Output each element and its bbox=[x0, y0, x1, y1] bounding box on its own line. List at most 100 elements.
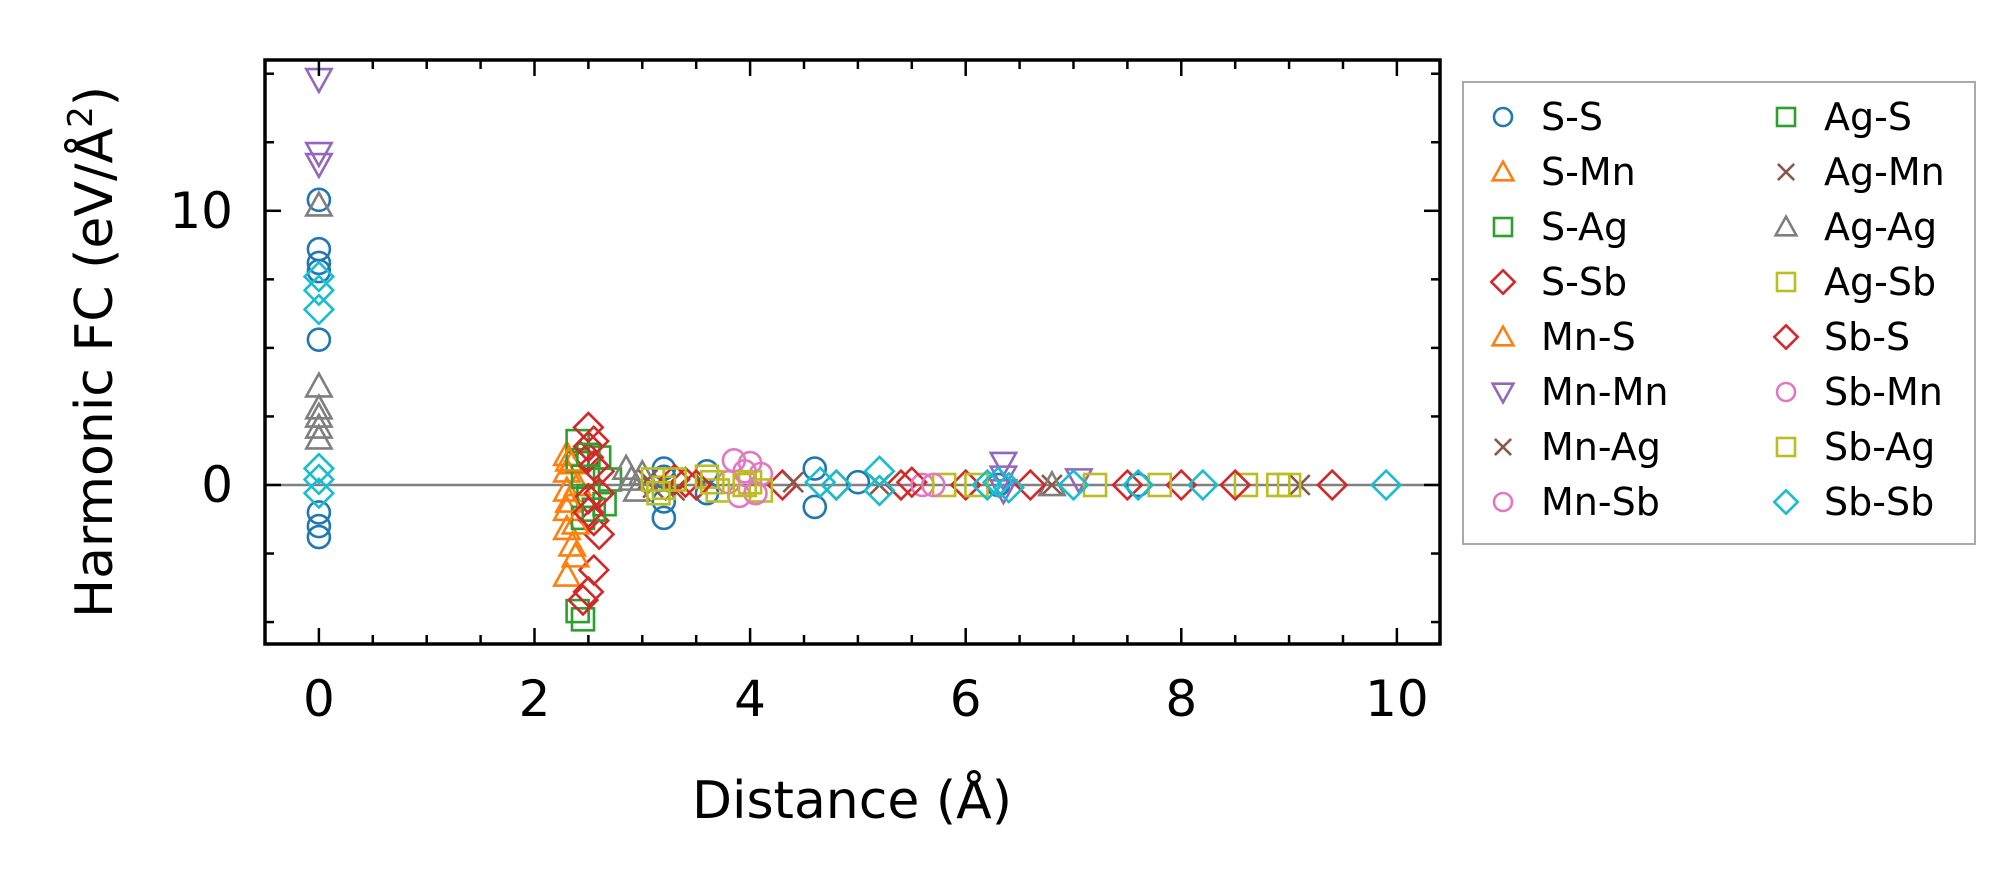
series-Mn-S bbox=[554, 444, 591, 568]
point-S-S-7 bbox=[306, 513, 332, 539]
point-Sb-Ag-5 bbox=[1147, 472, 1173, 498]
x-axis-label: Distance (Å) bbox=[692, 769, 1012, 831]
point-Sb-Ag-3 bbox=[732, 472, 758, 498]
point-Mn-S-0 bbox=[554, 444, 584, 472]
point-S-Sb-9 bbox=[566, 583, 600, 617]
point-Ag-Mn-1 bbox=[782, 471, 805, 494]
point-Ag-Sb-6 bbox=[931, 472, 957, 498]
point-Sb-Sb-16 bbox=[1369, 468, 1403, 502]
y-tick-label: 0 bbox=[201, 456, 233, 514]
legend-marker-Ag-Sb bbox=[1775, 271, 1797, 293]
legend-marker-Ag-Mn bbox=[1776, 162, 1796, 182]
point-Sb-Sb-10 bbox=[971, 468, 1004, 502]
point-S-Sb-6 bbox=[583, 518, 616, 551]
x-tick-label: 8 bbox=[1165, 670, 1197, 728]
legend: S-S S-Mn S-Ag S-Sb Mn-S Mn-Mn Mn-Ag Mn-Sb Ag-S Ag… bbox=[1462, 81, 1976, 545]
legend-label-Ag-Mn: Ag-Mn bbox=[1824, 150, 1945, 194]
point-Sb-S-9 bbox=[1111, 468, 1144, 502]
point-S-Sb-5 bbox=[577, 504, 610, 537]
plot-area bbox=[265, 67, 1440, 632]
point-Ag-S-0 bbox=[576, 442, 601, 468]
legend-marker-S-Ag bbox=[1492, 216, 1514, 238]
point-S-S-0 bbox=[306, 187, 332, 213]
y-axis-label-close: ) bbox=[65, 86, 125, 106]
legend-label-Ag-Ag: Ag-Ag bbox=[1824, 205, 1937, 249]
legend-frame bbox=[1462, 81, 1976, 545]
legend-item-S-Ag: S-Ag bbox=[1492, 205, 1628, 249]
point-Sb-S-0 bbox=[572, 430, 605, 463]
point-Ag-Sb-8 bbox=[1233, 472, 1259, 498]
point-Mn-Mn-2 bbox=[304, 152, 334, 180]
point-S-S-4 bbox=[306, 327, 332, 352]
point-Ag-Ag-2 bbox=[304, 392, 334, 420]
point-S-S-14 bbox=[802, 456, 828, 481]
point-S-S-2 bbox=[306, 250, 332, 276]
point-S-Mn-6 bbox=[551, 560, 582, 587]
legend-marker-S-Mn bbox=[1490, 158, 1516, 182]
legend-label-Mn-Sb: Mn-Sb bbox=[1541, 480, 1660, 524]
series-Ag-Ag bbox=[304, 189, 1067, 502]
x-tick-label: 10 bbox=[1365, 670, 1429, 728]
y-axis-label-superscript: 2 bbox=[61, 106, 101, 128]
series-Sb-S bbox=[572, 430, 1349, 529]
point-Sb-Mn-0 bbox=[732, 458, 758, 484]
x-tick-label: 0 bbox=[303, 670, 335, 728]
x-tick-label: 6 bbox=[950, 670, 982, 728]
y-tick-label: 10 bbox=[169, 182, 233, 240]
point-S-S-3 bbox=[306, 258, 332, 284]
point-Sb-Sb-0 bbox=[302, 260, 336, 293]
legend-marker-Mn-S bbox=[1490, 323, 1516, 347]
legend-label-Ag-S: Ag-S bbox=[1824, 95, 1912, 139]
y-axis-label: Harmonic FC (eV/Å2) bbox=[61, 86, 125, 618]
x-tick-label: 2 bbox=[519, 670, 551, 728]
point-Mn-Mn-3 bbox=[988, 451, 1019, 479]
point-S-S-5 bbox=[306, 500, 332, 525]
point-S-Ag-7 bbox=[565, 598, 590, 624]
x-tick-label: 4 bbox=[734, 670, 766, 728]
point-Ag-Mn-2 bbox=[1041, 474, 1063, 496]
legend-item-Sb-Ag: Sb-Ag bbox=[1775, 425, 1935, 469]
legend-marker-Mn-Sb bbox=[1492, 491, 1514, 513]
point-Sb-S-11 bbox=[1219, 468, 1252, 502]
legend-marker-Sb-Sb bbox=[1772, 488, 1800, 516]
point-S-Mn-2 bbox=[551, 475, 582, 502]
series-Sb-Sb bbox=[302, 260, 1403, 510]
legend-item-Mn-Sb: Mn-Sb bbox=[1492, 480, 1660, 524]
point-Sb-Sb-12 bbox=[992, 471, 1025, 504]
y-axis-label-main: Harmonic FC (eV/Å bbox=[63, 127, 125, 618]
legend-label-Ag-Sb: Ag-Sb bbox=[1824, 260, 1936, 304]
axes: 0 2 4 6 8 10 0 10 bbox=[169, 58, 1442, 728]
point-Sb-S-12 bbox=[1316, 468, 1349, 502]
point-Sb-Sb-13 bbox=[1057, 468, 1090, 502]
legend-marker-Sb-Ag bbox=[1775, 436, 1797, 458]
point-S-Mn-5 bbox=[557, 529, 588, 557]
legend-label-S-S: S-S bbox=[1541, 95, 1603, 139]
point-Sb-Ag-1 bbox=[662, 467, 687, 492]
plot-frame bbox=[263, 58, 1442, 646]
legend-label-Mn-Mn: Mn-Mn bbox=[1541, 370, 1668, 414]
legend-item-Ag-Mn: Ag-Mn bbox=[1776, 150, 1945, 194]
point-Sb-Sb-14 bbox=[1122, 468, 1155, 502]
legend-item-S-Sb: S-Sb bbox=[1489, 260, 1627, 304]
legend-marker-Mn-Ag bbox=[1493, 437, 1513, 457]
point-Sb-Sb-7 bbox=[820, 468, 853, 502]
legend-label-S-Ag: S-Ag bbox=[1541, 205, 1628, 249]
point-Sb-Sb-2 bbox=[302, 293, 336, 326]
point-S-Sb-8 bbox=[572, 575, 605, 609]
legend-item-Sb-Mn: Sb-Mn bbox=[1775, 370, 1943, 414]
point-Ag-Sb-7 bbox=[1082, 472, 1108, 498]
legend-item-Ag-Sb: Ag-Sb bbox=[1775, 260, 1936, 304]
legend-item-Sb-S: Sb-S bbox=[1772, 315, 1910, 359]
legend-marker-Mn-Mn bbox=[1490, 382, 1516, 406]
point-Mn-S-1 bbox=[554, 486, 584, 513]
point-Sb-Mn-2 bbox=[921, 472, 946, 498]
point-Sb-S-3 bbox=[572, 496, 605, 529]
point-S-S-6 bbox=[306, 524, 332, 550]
point-Sb-Sb-4 bbox=[302, 463, 336, 496]
legend-item-Sb-Sb: Sb-Sb bbox=[1772, 480, 1934, 524]
legend-marker-Sb-Mn bbox=[1775, 381, 1797, 403]
legend-item-S-Mn: S-Mn bbox=[1490, 150, 1636, 194]
legend-item-Mn-Mn: Mn-Mn bbox=[1490, 370, 1668, 414]
point-Sb-Ag-2 bbox=[700, 469, 725, 495]
legend-item-Ag-Ag: Ag-Ag bbox=[1773, 205, 1937, 249]
